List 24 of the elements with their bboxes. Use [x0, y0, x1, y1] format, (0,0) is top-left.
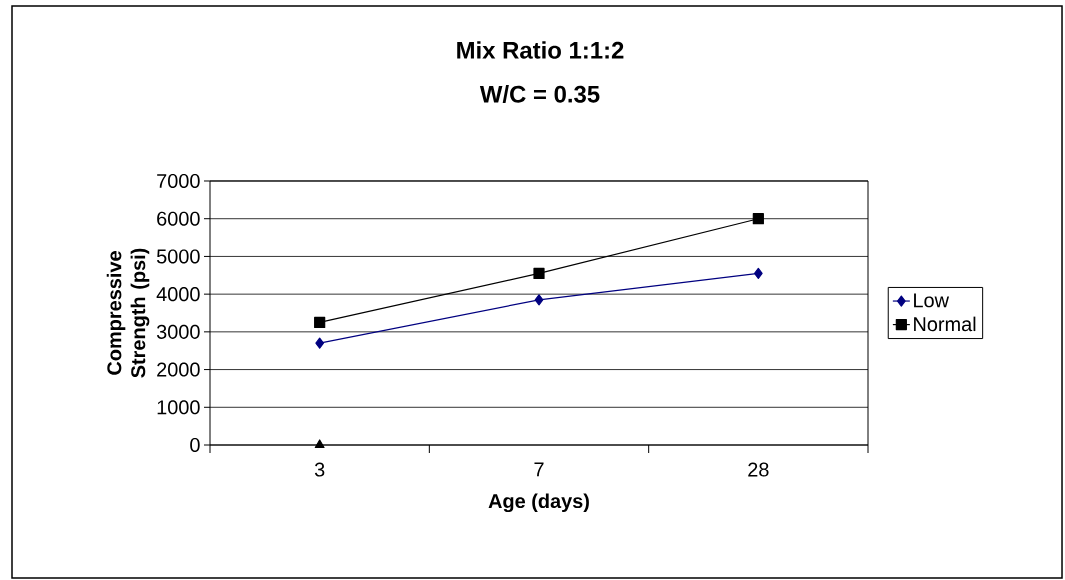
- y-tick-label: 3000: [156, 324, 200, 339]
- x-tick-label: 7: [534, 462, 544, 477]
- point: [314, 439, 325, 449]
- legend-label: Low: [914, 293, 950, 308]
- y-tick-label: 2000: [157, 362, 200, 377]
- x-tick-label: 3: [314, 462, 325, 477]
- y-tick-label: 7000: [157, 173, 200, 189]
- x-axis-title: Age (days): [488, 493, 589, 513]
- legend-label: Normal: [914, 316, 976, 332]
- point: [753, 267, 763, 279]
- point: [314, 316, 326, 329]
- point: [533, 267, 545, 279]
- y-tick-label: 0: [190, 437, 200, 453]
- y-tick-label: 5000: [156, 249, 200, 264]
- chart-title: Mix Ratio 1:1:2: [457, 41, 624, 59]
- x-tick-label: 28: [748, 462, 769, 477]
- y-tick-label: 1000: [157, 400, 200, 415]
- y-tick-label: 4000: [156, 287, 200, 302]
- y-tick-label: 6000: [157, 211, 200, 226]
- chart-subtitle: W/C = 0.35: [479, 85, 600, 103]
- y-axis-title: Compressive Strength (psi): [106, 248, 150, 378]
- point: [315, 337, 325, 349]
- point: [752, 213, 764, 225]
- point: [534, 294, 544, 306]
